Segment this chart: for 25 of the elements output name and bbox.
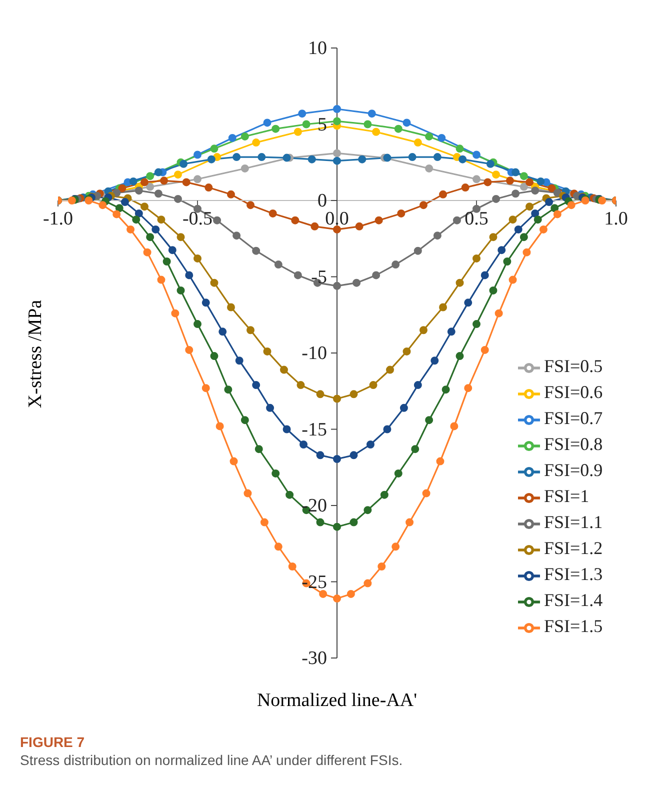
legend-label: FSI=1.1 bbox=[544, 512, 603, 532]
legend-label: FSI=1.2 bbox=[544, 538, 603, 558]
y-tick-label: -20 bbox=[302, 496, 327, 516]
y-tick-label: -30 bbox=[302, 648, 327, 669]
legend-label: FSI=1 bbox=[544, 486, 590, 506]
caption: FIGURE 7 bbox=[20, 734, 86, 750]
legend-label: FSI=1.5 bbox=[544, 616, 603, 636]
x-tick-label: -1.0 bbox=[42, 208, 74, 230]
x-tick-label: -0.5 bbox=[182, 208, 213, 230]
legend-label: FSI=1.4 bbox=[544, 590, 603, 610]
legend-label: FSI=0.7 bbox=[544, 408, 603, 428]
text: Stress distribution on normalized line AA’ under different FSIs. bbox=[20, 752, 404, 768]
x-tick-label: 0.5 bbox=[464, 208, 488, 230]
legend-label: FSI=0.6 bbox=[544, 382, 603, 402]
y-axis-title: X-stress /MPa bbox=[25, 300, 47, 408]
legend-label: FSI=0.9 bbox=[544, 460, 603, 480]
y-tick-label: -15 bbox=[302, 419, 327, 440]
legend-label: FSI=1.3 bbox=[544, 564, 603, 584]
y-tick-label: -10 bbox=[302, 343, 327, 364]
x-axis-title: Normalized line-AA' bbox=[256, 690, 418, 712]
y-tick-label: 10 bbox=[308, 38, 327, 59]
y-tick-label: 0 bbox=[318, 190, 327, 212]
legend-label: FSI=0.5 bbox=[544, 356, 603, 376]
legend-label: FSI=0.8 bbox=[544, 434, 603, 454]
x-tick-label: 1.0 bbox=[604, 208, 628, 230]
